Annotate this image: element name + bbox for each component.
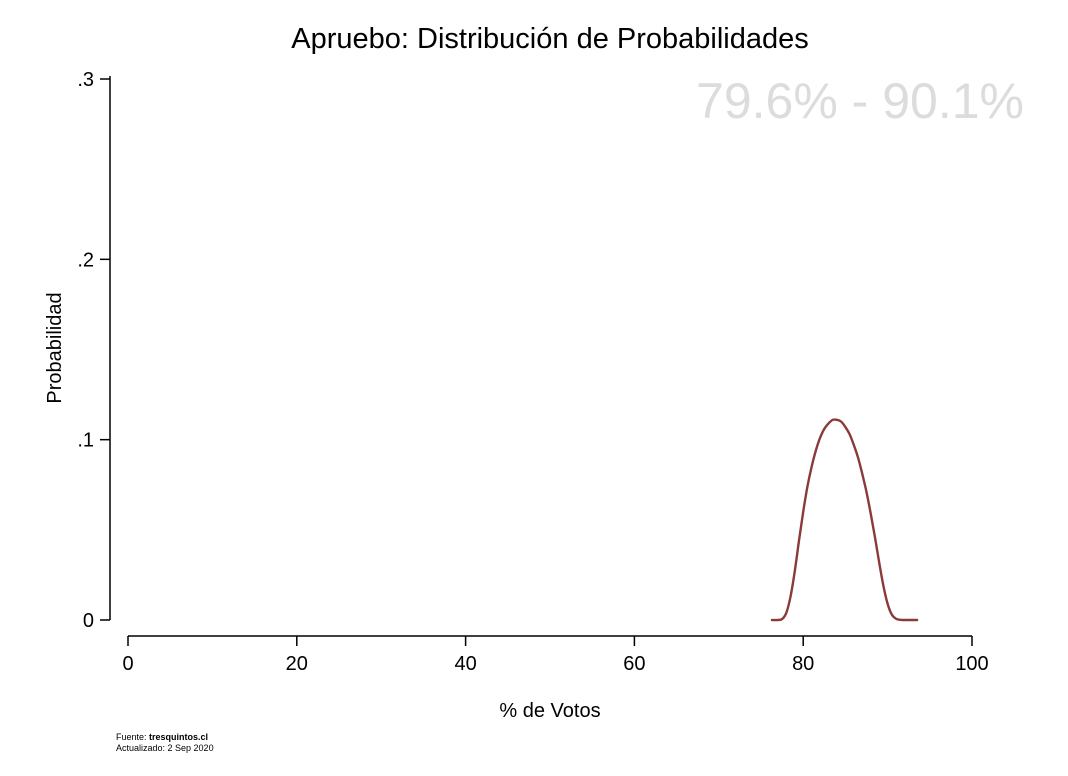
x-tick-label: 100 xyxy=(955,653,988,675)
y-axis-ticks: 0 .1 .2 .3 xyxy=(77,69,110,632)
source-line: Fuente: tresquintos.cl xyxy=(116,732,214,743)
source-site[interactable]: tresquintos.cl xyxy=(149,732,209,742)
footer: Fuente: tresquintos.cl Actualizado: 2 Se… xyxy=(116,732,214,754)
range-annotation: 79.6% - 90.1% xyxy=(696,73,1024,129)
x-tick-label: 0 xyxy=(122,653,133,675)
updated-line: Actualizado: 2 Sep 2020 xyxy=(116,743,214,753)
series-group xyxy=(770,418,919,622)
source-prefix: Fuente: xyxy=(116,732,150,742)
y-axis-label: Probabilidad xyxy=(44,292,66,403)
y-tick-label: .2 xyxy=(77,249,94,271)
y-tick-label: 0 xyxy=(83,610,94,632)
x-tick-label: 20 xyxy=(286,653,308,675)
x-tick-label: 40 xyxy=(454,653,476,675)
chart-title: Apruebo: Distribución de Probabilidades xyxy=(291,23,808,55)
y-tick-label: .3 xyxy=(77,69,94,91)
series-line xyxy=(770,418,919,622)
x-tick-label: 80 xyxy=(792,653,814,675)
y-tick-label: .1 xyxy=(77,430,94,452)
x-axis-ticks: 0 20 40 60 80 100 xyxy=(122,636,989,675)
x-axis-label: % de Votos xyxy=(499,700,600,722)
x-tick-label: 60 xyxy=(623,653,645,675)
